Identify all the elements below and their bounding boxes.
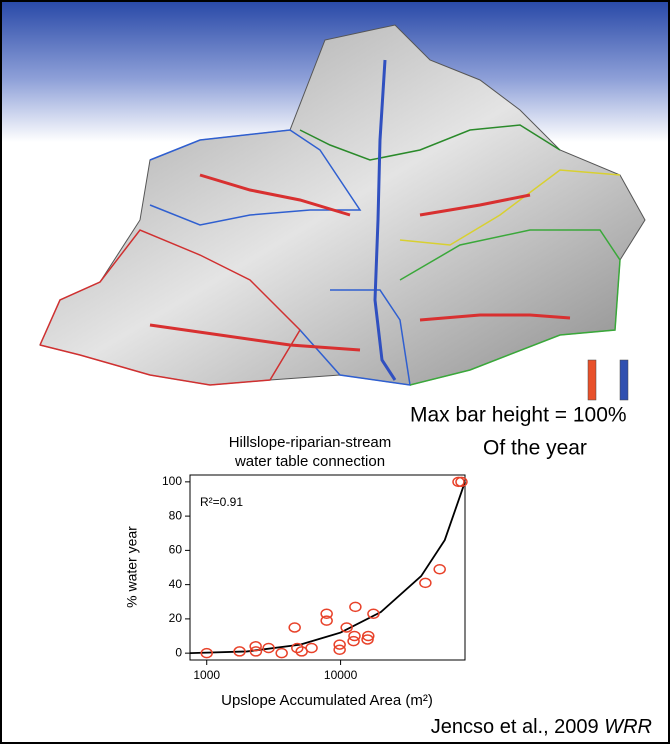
- citation-journal: WRR: [604, 716, 652, 738]
- x-axis-label: Upslope Accumulated Area (m²): [221, 692, 433, 709]
- citation: Jencso et al., 2009 WRR: [431, 716, 652, 738]
- slide: Max bar height = 100% Of the year Hillsl…: [0, 0, 670, 744]
- x-tick-label: 1000: [193, 668, 220, 682]
- legend-note: Of the year: [483, 437, 587, 460]
- y-tick-label: 60: [169, 543, 183, 557]
- page: Max bar height = 100% Of the year Hillsl…: [0, 0, 670, 749]
- y-axis-label: % water year: [124, 526, 140, 608]
- legend-bar-red: [588, 360, 596, 400]
- legend-bar-blue: [620, 360, 628, 400]
- legend-note: Max bar height = 100%: [410, 404, 627, 427]
- chart-title: Hillslope-riparian-stream: [229, 434, 392, 451]
- y-tick-label: 40: [169, 577, 183, 591]
- y-tick-label: 0: [175, 645, 182, 659]
- x-tick-label: 10000: [324, 668, 358, 682]
- y-tick-label: 80: [169, 508, 183, 522]
- annotation: R²=0.91: [200, 495, 243, 509]
- y-tick-label: 20: [169, 611, 183, 625]
- citation-text: Jencso et al., 2009: [431, 716, 599, 738]
- y-tick-label: 100: [162, 474, 182, 488]
- chart-title: water table connection: [234, 453, 385, 470]
